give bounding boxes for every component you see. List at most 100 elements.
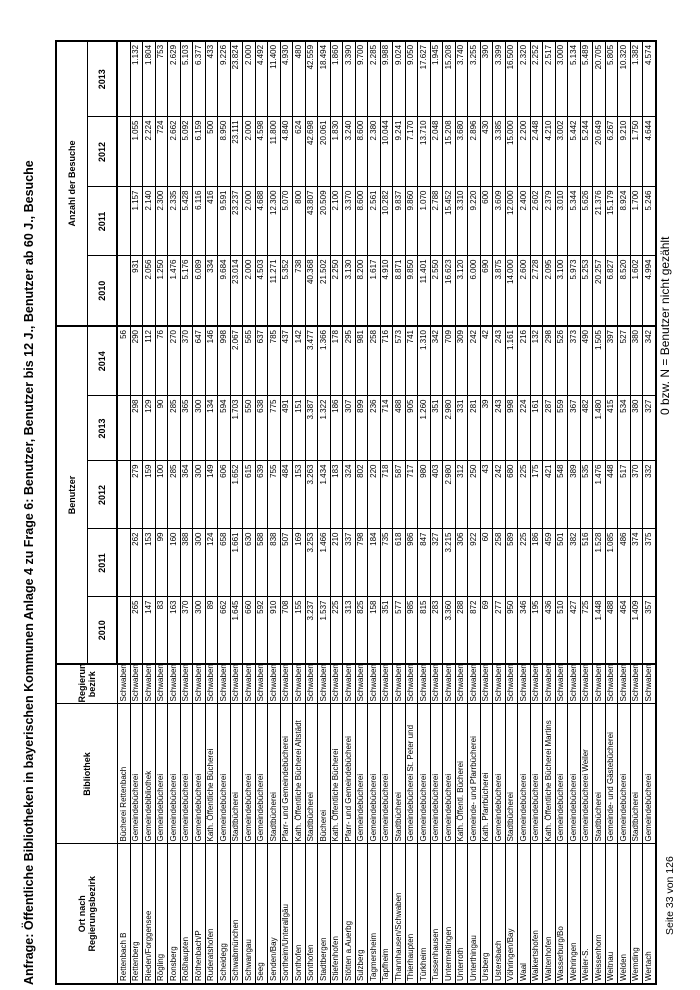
table-row: Wehringen Gemeindebücherei Schwaben 427 382 3… xyxy=(567,40,580,984)
bibliothek-cell: Kath. Öffentliche Bücherei Altstädt xyxy=(292,704,305,844)
benutzer-value: 370 xyxy=(180,325,193,396)
benutzer-value: 39 xyxy=(480,396,493,461)
besuche-value: 4.598 xyxy=(255,116,268,187)
besuche-value: 2.600 xyxy=(517,255,530,326)
benutzer-value: 288 xyxy=(455,597,468,664)
benutzer-value: 589 xyxy=(505,529,518,597)
bibliothek-cell: Kath. Öffentl. Bücherei xyxy=(455,704,468,844)
benutzer-value: 42 xyxy=(480,325,493,396)
ort-cell: Stötten a.Auerbg xyxy=(342,844,355,984)
library-statistics-table: Ort nach Regierungsbezirk Bibliothek Reg… xyxy=(55,39,657,985)
besuche-value: 2.095 xyxy=(542,255,555,326)
ort-cell: Schwangau xyxy=(242,844,255,984)
besuche-value: 21.502 xyxy=(317,255,330,326)
bezirk-cell: Schwaben xyxy=(192,664,205,704)
benutzer-value: 905 xyxy=(405,396,418,461)
bezirk-cell: Schwaben xyxy=(480,664,493,704)
besuche-value: 10.320 xyxy=(617,40,630,117)
benutzer-value: 2.067 xyxy=(230,325,243,396)
besuche-value: 43.807 xyxy=(305,186,318,256)
header-ort: Ort nach Regierungsbezirk xyxy=(56,844,117,984)
bezirk-cell: Schwaben xyxy=(492,664,505,704)
bezirk-cell: Schwaben xyxy=(217,664,230,704)
header-bezirk-line2: bezirk xyxy=(86,671,97,698)
benutzer-value: 464 xyxy=(617,597,630,664)
besuche-value: 4.930 xyxy=(280,40,293,117)
besuche-value: 14.000 xyxy=(505,255,518,326)
besuche-value: 1.476 xyxy=(167,255,180,326)
besuche-value: 3.000 xyxy=(555,40,568,117)
besuche-value: 20.705 xyxy=(592,40,605,117)
bezirk-cell: Schwaben xyxy=(155,664,168,704)
benutzer-value: 243 xyxy=(492,396,505,461)
besuche-value: 9.226 xyxy=(217,40,230,117)
table-row: Seeg Gemeindebücherei Schwaben 592 588 639 638… xyxy=(255,40,268,984)
bezirk-cell: Schwaben xyxy=(342,664,355,704)
benutzer-value: 838 xyxy=(267,529,280,597)
besuche-value: 15.208 xyxy=(442,40,455,117)
besuche-value: 4.688 xyxy=(255,186,268,256)
besuche-value: 3.609 xyxy=(492,186,505,256)
besuche-value: 10.044 xyxy=(380,116,393,187)
besuche-value: 5.244 xyxy=(580,116,593,187)
besuche-value: 6.267 xyxy=(605,116,618,187)
ort-cell: Sonthofen xyxy=(292,844,305,984)
besuche-value: 753 xyxy=(155,40,168,117)
besuche-value: 1.055 xyxy=(130,116,143,187)
besuche-value: 2.000 xyxy=(242,186,255,256)
table-row: Thierhaupten Gemeindebücherei St. Peter u… xyxy=(405,40,418,984)
besuche-value: 1.860 xyxy=(330,40,343,117)
benutzer-value: 717 xyxy=(405,461,418,529)
besuche-value: 1.132 xyxy=(130,40,143,117)
besuche-value: 2.629 xyxy=(167,40,180,117)
bezirk-cell: Schwaben xyxy=(580,664,593,704)
besuche-value: 9.837 xyxy=(392,186,405,256)
besuche-value: 1.070 xyxy=(417,186,430,256)
benutzer-value: 588 xyxy=(255,529,268,597)
besuche-value: 3.310 xyxy=(455,186,468,256)
table-row: Untermeitingen Gemeindebücherei Schwaben 3.… xyxy=(442,40,455,984)
besuche-value: 12.000 xyxy=(505,186,518,256)
benutzer-value: 309 xyxy=(455,325,468,396)
benutzer-value xyxy=(117,396,130,461)
benutzer-value: 342 xyxy=(430,325,443,396)
besuche-value: 430 xyxy=(480,116,493,187)
bezirk-cell: Schwaben xyxy=(442,664,455,704)
besuche-value: 5.489 xyxy=(580,40,593,117)
table-row: Schwangau Gemeindebücherei Schwaben 660 630 6… xyxy=(242,40,255,984)
benutzer-value: 986 xyxy=(405,529,418,597)
benutzer-value: 872 xyxy=(467,597,480,664)
bibliothek-cell: Gemeindebücherei xyxy=(130,704,143,844)
besuche-value: 6.827 xyxy=(605,255,618,326)
bibliothek-cell: Gemeindebücherei xyxy=(155,704,168,844)
bezirk-cell: Schwaben xyxy=(317,664,330,704)
besuche-value: 2.140 xyxy=(142,186,155,256)
besuche-value: 5.103 xyxy=(180,40,193,117)
bezirk-cell: Schwaben xyxy=(467,664,480,704)
table-row: Scheidegg Gemeindebücherei Schwaben 662 658 6… xyxy=(217,40,230,984)
bezirk-cell: Schwaben xyxy=(617,664,630,704)
benutzer-value: 3.237 xyxy=(305,597,318,664)
bibliothek-cell: Gemeindebücherei xyxy=(355,704,368,844)
benutzer-value: 243 xyxy=(492,325,505,396)
besuche-value: 2.285 xyxy=(367,40,380,117)
bibliothek-cell: Gemeindebücherei xyxy=(180,704,193,844)
benutzer-value: 129 xyxy=(142,396,155,461)
besuche-value: 9.050 xyxy=(405,40,418,117)
besuche-value: 16.623 xyxy=(442,255,455,326)
table-row: Ustersbach Gemeindebücherei Schwaben 277 258… xyxy=(492,40,505,984)
benutzer-value: 242 xyxy=(492,461,505,529)
bibliothek-cell: Gemeindebücherei xyxy=(380,704,393,844)
bibliothek-cell: Gemeindebücherei xyxy=(242,704,255,844)
table-row: Sonthofen Kath. Öffentliche Bücherei Alts… xyxy=(292,40,305,984)
benutzer-value: 1.528 xyxy=(592,529,605,597)
ort-cell: Sontheim/Unterallgäu xyxy=(280,844,293,984)
besuche-value: 1.830 xyxy=(330,116,343,187)
benutzer-value: 658 xyxy=(217,529,230,597)
benutzer-value: 507 xyxy=(280,529,293,597)
besuche-value: 1.617 xyxy=(367,255,380,326)
benutzer-value: 298 xyxy=(130,396,143,461)
bibliothek-cell: Gemeindebücherei xyxy=(192,704,205,844)
ort-cell: Sonthofen xyxy=(305,844,318,984)
table-row: Tussenhausen Gemeindebücherei Schwaben 283 3… xyxy=(430,40,443,984)
